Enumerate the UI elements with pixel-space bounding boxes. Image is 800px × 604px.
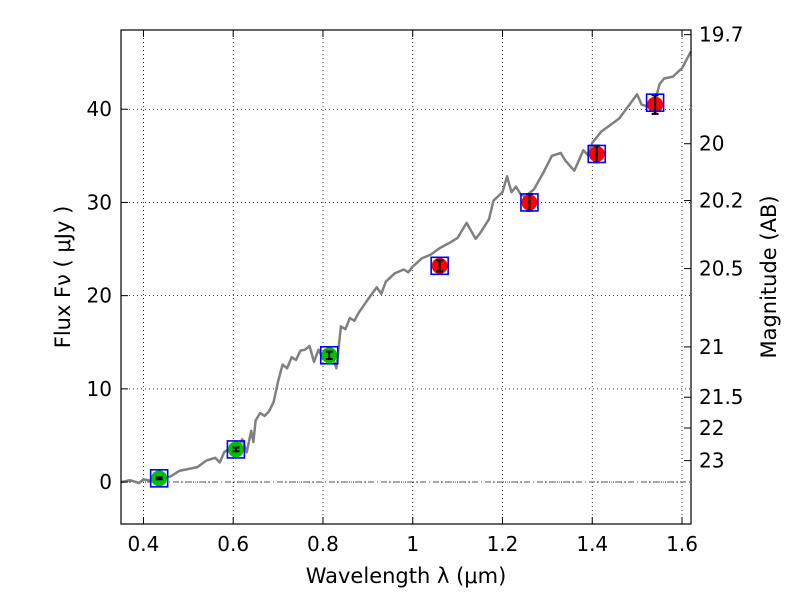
y2-axis-title: Magnitude (AB) xyxy=(757,195,781,358)
y2-tick-label: 21.5 xyxy=(699,385,744,409)
y2-tick-label: 20.2 xyxy=(699,189,744,213)
x-tick-label: 1 xyxy=(406,532,419,556)
y-tick-label: 20 xyxy=(87,284,112,308)
x-tick-label: 0.4 xyxy=(128,532,160,556)
y2-tick-label: 20.5 xyxy=(699,257,744,281)
y-tick-label: 30 xyxy=(87,190,112,214)
y-tick-label: 40 xyxy=(87,97,112,121)
photometry-points-layer xyxy=(149,93,665,488)
y2-tick-label: 22 xyxy=(699,416,724,440)
y2-tick-label: 21 xyxy=(699,335,724,359)
model-spectrum-line xyxy=(120,50,693,485)
y-axis-title: Flux Fν ( μJy ) xyxy=(51,206,75,349)
model-photometry-square xyxy=(226,440,246,459)
y-tick-label: 10 xyxy=(87,377,112,401)
tick-labels: 0.4 0.6 0.8 1 1.2 1.4 1.6 0 10 20 30 40 19.7 20 20.2 20… xyxy=(87,23,744,556)
x-tick-label: 1.2 xyxy=(487,532,519,556)
y2-tick-label: 23 xyxy=(699,449,724,473)
x-tick-label: 1.4 xyxy=(576,532,608,556)
x-tick-label: 1.6 xyxy=(666,532,698,556)
model-spectrum-layer xyxy=(120,50,693,485)
model-photometry-square xyxy=(520,193,539,212)
y-tick-label: 0 xyxy=(99,470,112,494)
model-photometry-square xyxy=(430,256,449,276)
plot-frame xyxy=(120,29,692,525)
model-photometry-square xyxy=(319,345,339,365)
model-photometry-square xyxy=(645,93,665,113)
model-photometry-square xyxy=(587,144,607,164)
x-tick-label: 0.8 xyxy=(307,532,339,556)
grid xyxy=(121,30,691,524)
x-tick-label: 0.6 xyxy=(217,532,249,556)
axis-ticks xyxy=(121,30,691,524)
y2-tick-label: 19.7 xyxy=(699,23,744,47)
x-axis-title: Wavelength λ (μm) xyxy=(306,564,507,588)
y2-tick-label: 20 xyxy=(699,132,724,156)
model-photometry-square xyxy=(149,469,169,488)
